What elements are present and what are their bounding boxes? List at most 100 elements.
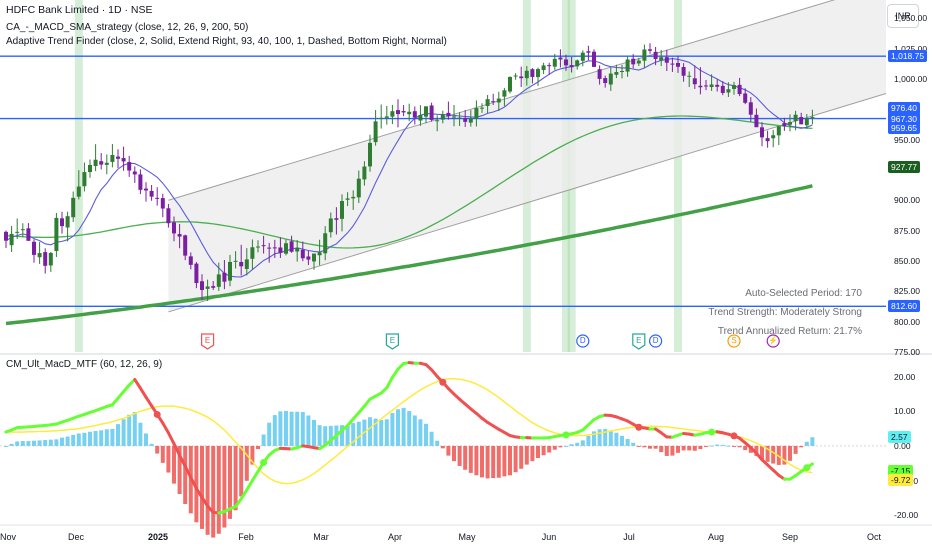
candle-body <box>541 65 546 71</box>
candle-body <box>788 122 792 125</box>
macd-histogram-bar <box>396 409 400 446</box>
candle-body <box>345 198 350 200</box>
candle-body <box>743 93 748 103</box>
macd-histogram-bar <box>692 445 697 451</box>
macd-histogram-bar <box>211 445 216 538</box>
candle-body <box>799 117 804 125</box>
candle-body <box>435 120 440 122</box>
macd-histogram-bar <box>373 418 378 446</box>
currency-button[interactable]: INR <box>887 4 919 28</box>
adaptive-trend-finder-label[interactable]: Adaptive Trend Finder (close, 2, Solid, … <box>6 36 447 47</box>
macd-histogram-bar <box>698 445 703 450</box>
candle-body <box>558 57 563 60</box>
macd-histogram-bar <box>272 415 277 446</box>
macd-histogram-bar <box>625 439 630 446</box>
macd-histogram-bar <box>586 435 591 446</box>
price-axis-tick: 850.00 <box>894 255 920 266</box>
trend-channel-fill <box>168 0 886 312</box>
candle-body <box>754 114 759 128</box>
macd-histogram-bar <box>160 445 165 463</box>
candle-body <box>737 84 742 95</box>
macd-histogram-bar <box>104 429 109 446</box>
macd-cross-dot <box>153 410 161 418</box>
candle-body <box>368 142 372 167</box>
candle-body <box>782 123 787 127</box>
trend-channel-upper <box>168 0 836 201</box>
event-marker-earnings-up <box>385 333 399 350</box>
candle-body <box>323 233 328 254</box>
macd-histogram-bar <box>782 445 787 465</box>
candle-body <box>508 76 512 92</box>
macd-cross-dot <box>803 464 811 472</box>
candle-body <box>127 162 132 171</box>
macd-line-segment <box>234 497 243 508</box>
macd-histogram-bar <box>317 425 322 446</box>
candle-body <box>692 78 697 85</box>
candle-body <box>625 59 630 72</box>
candle-body <box>463 117 468 122</box>
macd-histogram-bar <box>110 428 115 446</box>
macd-histogram-bar <box>715 444 720 446</box>
candle-body <box>116 156 120 159</box>
macd-histogram-bar <box>37 440 42 446</box>
macd-line-segment <box>144 395 154 408</box>
macd-histogram-bar <box>485 445 490 479</box>
macd-histogram-bar <box>760 445 764 460</box>
macd-cross-dot <box>730 432 738 440</box>
symbol-title[interactable]: HDFC Bank Limited · 1D · NSE <box>6 4 153 16</box>
macd-histogram-bar <box>676 445 680 453</box>
macd-histogram-bar <box>608 430 613 446</box>
time-axis-label: 2025 <box>147 532 169 542</box>
candle-body <box>48 252 53 266</box>
candle-body <box>412 111 417 118</box>
macd-histogram-bar <box>474 445 479 476</box>
candle-body <box>216 274 221 287</box>
macd-cross-dot <box>562 431 570 439</box>
macd-histogram-bar <box>93 431 98 446</box>
macd-histogram-bar <box>26 441 31 446</box>
event-marker-earnings-down <box>201 333 215 350</box>
trend-period-text: Auto-Selected Period: 170 <box>745 288 862 299</box>
macd-histogram-bar <box>88 431 92 446</box>
macd-histogram-bar <box>440 445 445 449</box>
macd-histogram-bar <box>261 434 266 446</box>
macd-histogram-bar <box>541 445 546 456</box>
macd-histogram-bar <box>306 415 311 446</box>
macd-histogram-bar <box>648 445 652 449</box>
candle-body <box>636 60 641 64</box>
event-label: D <box>652 336 659 345</box>
macd-histogram-bar <box>424 423 428 446</box>
candle-body <box>340 201 344 219</box>
candle-body <box>300 249 305 259</box>
macd-histogram-bar <box>569 444 574 446</box>
candle-body <box>608 73 613 85</box>
candle-body <box>295 247 300 252</box>
candle-body <box>564 59 568 66</box>
macd-line-segment <box>183 464 193 479</box>
macd-panel-label[interactable]: CM_Ult_MacD_MTF (60, 12, 26, 9) <box>6 359 163 370</box>
event-label: D <box>579 336 586 345</box>
macd-histogram-bar <box>726 445 731 447</box>
candle-body <box>575 60 580 67</box>
candle-body <box>446 112 451 117</box>
macd-histogram-bar <box>289 411 294 446</box>
candle-body <box>810 116 815 118</box>
event-label: S <box>731 336 737 345</box>
macd-histogram-bar <box>138 422 143 446</box>
macd-histogram-bar <box>323 426 328 446</box>
candle-body <box>396 110 400 115</box>
time-axis-label: May <box>458 532 476 542</box>
price-badge: 927.77 <box>888 160 920 173</box>
macd-line-segment <box>239 488 249 501</box>
macd-histogram-bar <box>418 419 423 446</box>
candle-body <box>334 218 339 220</box>
macd-sma-strategy-label[interactable]: CA_-_MACD_SMA_strategy (close, 12, 26, 9… <box>6 22 249 33</box>
macd-histogram-bar <box>401 407 406 446</box>
candle-body <box>233 260 238 262</box>
candle-body <box>60 218 64 227</box>
price-axis-tick: 775.00 <box>894 347 920 357</box>
macd-histogram-bar <box>552 445 557 450</box>
candle-body <box>82 172 87 187</box>
